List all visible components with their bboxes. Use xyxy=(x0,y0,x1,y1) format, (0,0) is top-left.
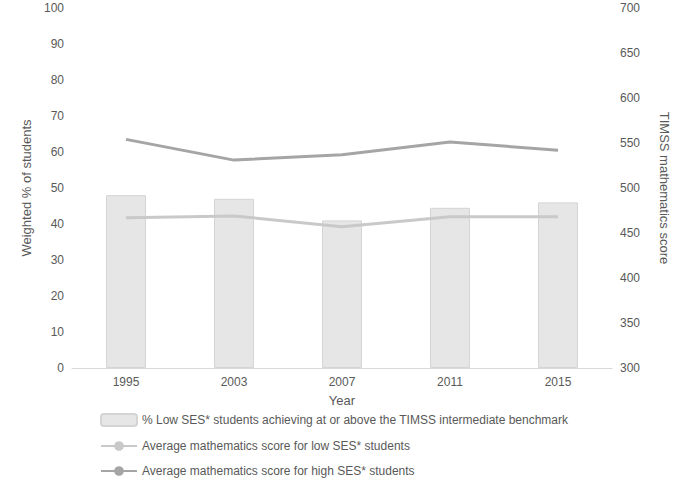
svg-text:100: 100 xyxy=(44,1,64,15)
svg-text:2007: 2007 xyxy=(329,375,356,389)
svg-text:80: 80 xyxy=(51,73,65,87)
svg-text:2003: 2003 xyxy=(221,375,248,389)
svg-text:700: 700 xyxy=(620,1,640,15)
svg-text:550: 550 xyxy=(620,136,640,150)
svg-text:400: 400 xyxy=(620,271,640,285)
svg-text:TIMSS mathematics score: TIMSS mathematics score xyxy=(657,112,672,264)
svg-text:1995: 1995 xyxy=(113,375,140,389)
svg-text:2015: 2015 xyxy=(545,375,572,389)
svg-text:0: 0 xyxy=(57,361,64,375)
svg-text:600: 600 xyxy=(620,91,640,105)
svg-text:60: 60 xyxy=(51,145,65,159)
svg-text:Year: Year xyxy=(329,393,356,408)
svg-text:10: 10 xyxy=(51,325,65,339)
svg-text:2011: 2011 xyxy=(437,375,463,389)
svg-text:Weighted % of students: Weighted % of students xyxy=(19,119,34,257)
svg-text:90: 90 xyxy=(51,37,65,51)
svg-text:% Low SES* students achieving: % Low SES* students achieving at or abov… xyxy=(142,413,569,427)
svg-text:300: 300 xyxy=(620,361,640,375)
svg-text:30: 30 xyxy=(51,253,65,267)
svg-text:20: 20 xyxy=(51,289,65,303)
svg-text:650: 650 xyxy=(620,46,640,60)
svg-text:500: 500 xyxy=(620,181,640,195)
svg-text:450: 450 xyxy=(620,226,640,240)
svg-text:Average mathematics score for: Average mathematics score for high SES* … xyxy=(142,464,415,478)
svg-text:Average mathematics score for: Average mathematics score for low SES* s… xyxy=(142,439,410,453)
svg-text:70: 70 xyxy=(51,109,65,123)
svg-text:40: 40 xyxy=(51,217,65,231)
svg-text:50: 50 xyxy=(51,181,65,195)
svg-text:350: 350 xyxy=(620,316,640,330)
